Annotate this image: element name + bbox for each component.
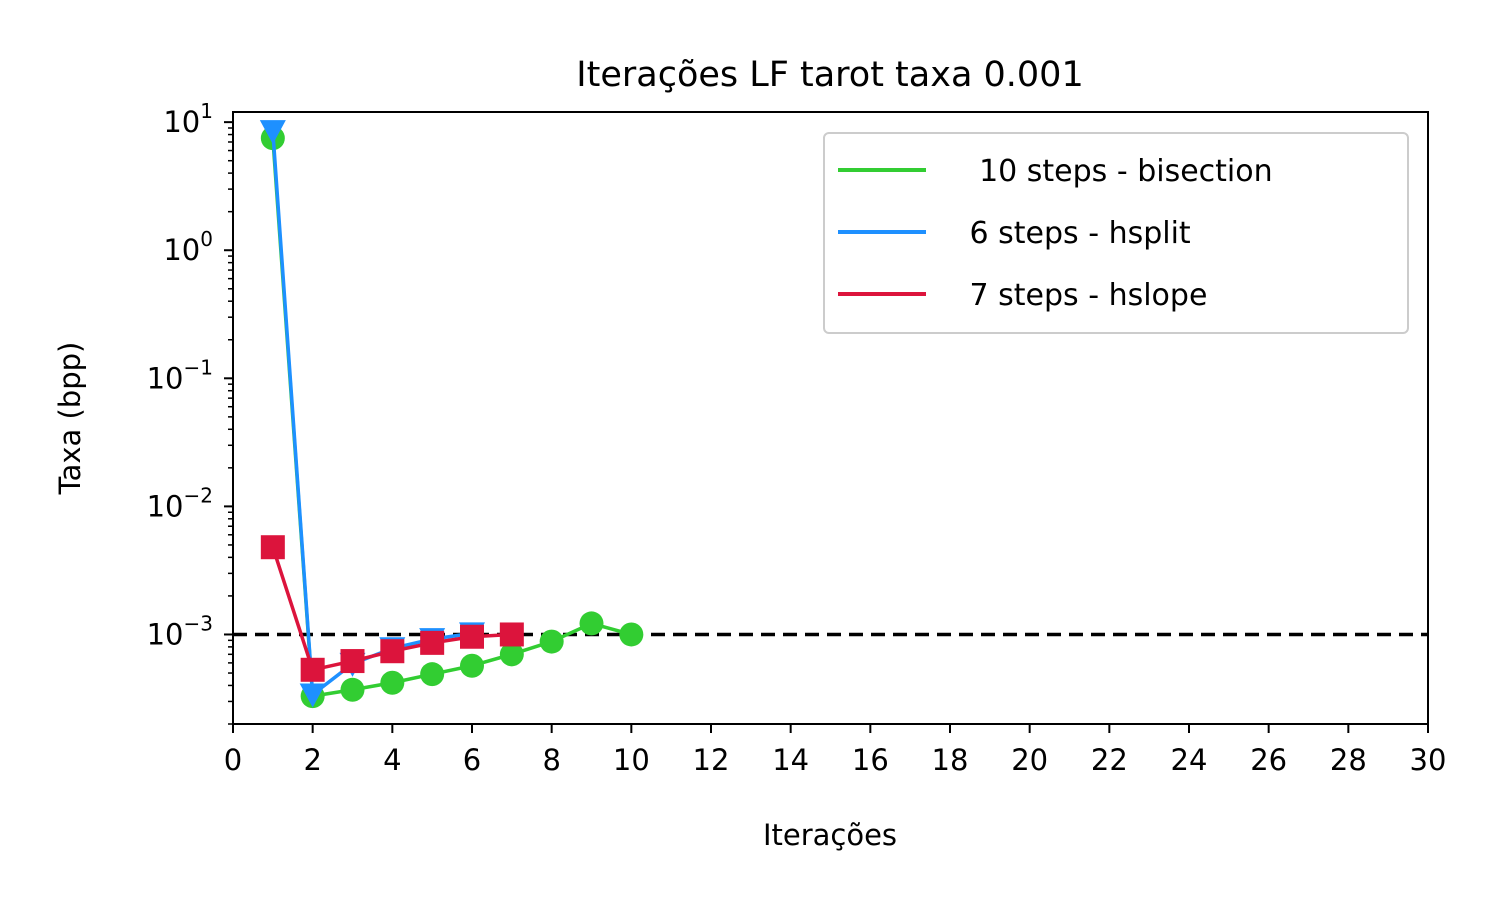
x-tick-label: 6 [463,743,481,777]
data-point [259,120,286,145]
series-line [271,131,473,697]
y-tick-base: 10 [147,489,184,523]
y-tick-label: 10−1 [147,355,213,395]
y-tick-base: 10 [147,617,184,651]
plot-frame [232,111,1429,725]
data-point [340,649,365,674]
y-tick-label: 10−2 [147,483,213,523]
data-point [619,622,644,647]
legend-label: 6 steps - hsplit [960,216,1191,251]
data-point [299,683,326,708]
chart-title: Iterações LF tarot taxa 0.001 [576,55,1083,95]
series-0 [260,126,644,709]
y-tick-base: 10 [147,361,184,395]
data-point [460,624,484,649]
x-tick-label: 20 [1011,743,1048,777]
y-tick-label: 100 [163,227,213,267]
data-point [420,662,445,687]
legend-label: 10 steps - bisection [960,154,1273,189]
x-tick-label: 0 [224,743,242,777]
data-point [499,622,524,647]
x-tick-label: 8 [542,743,560,777]
x-tick-label: 18 [932,743,969,777]
x-tick-label: 12 [693,743,730,777]
plot-area [233,120,1428,709]
data-point [380,670,405,695]
x-tick-label: 16 [852,743,889,777]
data-point [539,629,564,654]
x-tick-label: 30 [1410,743,1447,777]
x-tick-label: 2 [303,743,321,777]
y-tick-base: 10 [163,105,200,139]
y-tick-exponent: 1 [200,99,213,123]
x-axis-label: Iterações [763,818,897,852]
x-axis: 0 2 4 6 8 10 12 14 16 18 20 22 24 26 28 30 [224,724,1447,777]
y-axis-label: Taxa (bpp) [53,342,87,496]
x-tick-label: 28 [1330,743,1367,777]
series-1 [259,120,485,708]
data-point [460,653,484,678]
y-tick-exponent: −1 [184,355,213,379]
series-line [271,138,632,698]
data-point [420,630,445,655]
legend-box [823,132,1409,334]
data-point [579,611,604,636]
data-point [340,677,365,702]
series-2 [260,535,524,682]
x-tick-label: 24 [1171,743,1208,777]
legend-label: 7 steps - hslope [960,278,1207,313]
y-tick-exponent: −3 [184,611,213,635]
data-point [300,657,325,682]
y-tick-exponent: −2 [184,483,213,507]
legend: 10 steps - bisection 6 steps - hsplit 7 … [823,132,1409,334]
x-tick-label: 4 [383,743,401,777]
y-tick-base: 10 [163,233,200,267]
y-tick-label: 101 [163,99,213,139]
x-tick-label: 14 [772,743,809,777]
x-tick-label: 26 [1250,743,1287,777]
data-point [380,639,405,664]
y-tick-label: 10−3 [147,611,213,651]
data-point [499,642,524,667]
y-tick-exponent: 0 [200,227,213,251]
x-tick-label: 22 [1091,743,1128,777]
x-tick-label: 10 [613,743,650,777]
data-point [260,535,285,560]
